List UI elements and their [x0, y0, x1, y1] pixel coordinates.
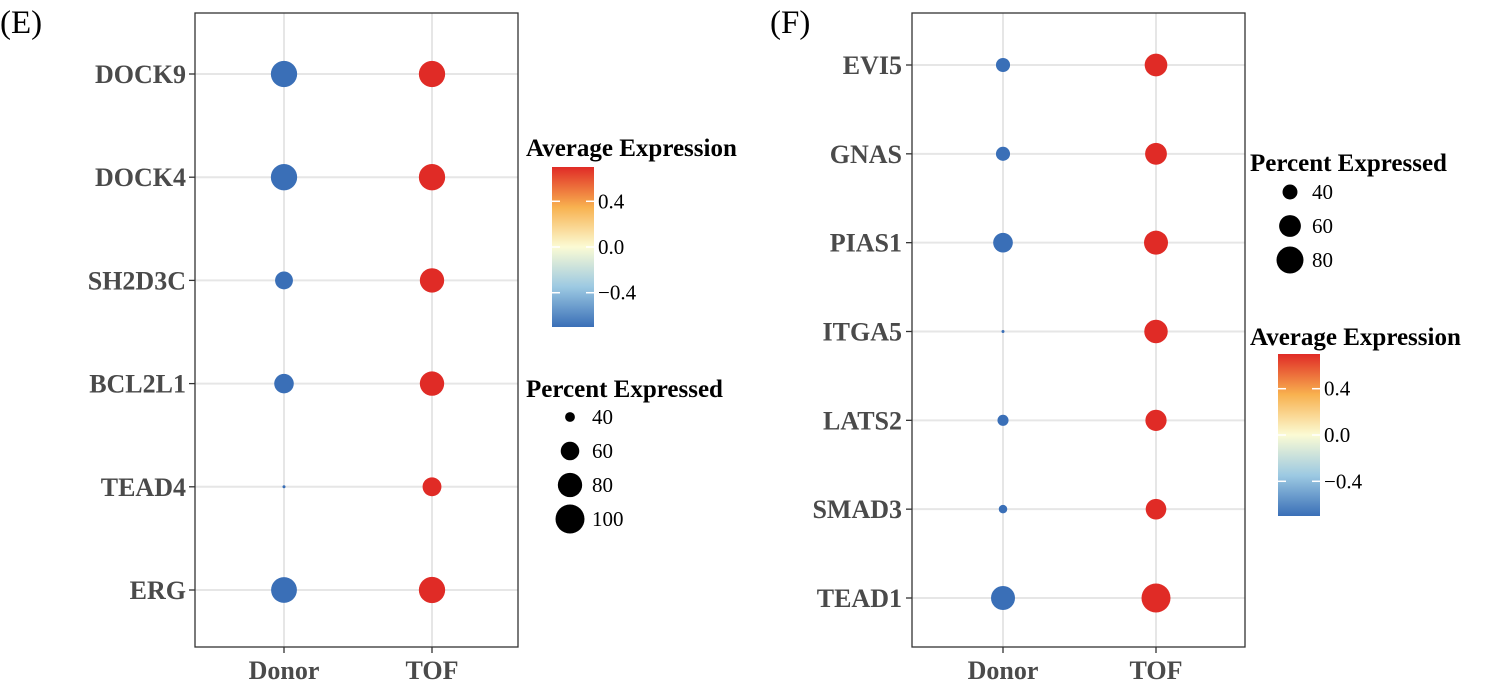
size-legend-label: 60 — [592, 439, 613, 463]
dot-tead4-tof — [422, 477, 442, 497]
dot-pias1-tof — [1144, 230, 1168, 255]
dot-dock9-tof — [418, 60, 446, 88]
color-legend-label: 0.0 — [1324, 423, 1350, 447]
y-tick-label: PIAS1 — [830, 229, 902, 258]
y-tick-label: SH2D3C — [88, 266, 186, 295]
plot-border — [194, 12, 519, 648]
panel-label: (F) — [770, 5, 810, 41]
size-legend-label: 40 — [1312, 180, 1333, 204]
y-tick-label: GNAS — [830, 140, 902, 169]
y-tick-label: ITGA5 — [823, 318, 902, 347]
size-legend-dot — [560, 441, 580, 461]
dot-lats2-donor — [997, 414, 1009, 426]
color-legend-label: −0.4 — [1324, 469, 1363, 493]
size-legend-dot — [1282, 184, 1298, 200]
y-tick-label: DOCK4 — [95, 163, 186, 192]
size-legend-dot — [565, 412, 575, 422]
dot-sh2d3c-tof — [419, 268, 445, 293]
y-tick-label: ERG — [130, 576, 186, 605]
size-legend-label: 80 — [1312, 248, 1333, 272]
y-tick-label: BCL2L1 — [89, 370, 186, 399]
size-legend-dot — [557, 472, 583, 498]
size-legend-title: Percent Expressed — [1250, 150, 1447, 177]
dot-erg-tof — [418, 576, 446, 604]
y-tick-label: TEAD1 — [817, 584, 902, 613]
y-tick-label: EVI5 — [843, 51, 902, 80]
color-legend-title: Average Expression — [526, 135, 737, 162]
dot-lats2-tof — [1145, 409, 1167, 431]
x-tick-label: TOF — [406, 656, 459, 684]
x-tick-label: TOF — [1130, 656, 1183, 684]
size-legend-dot — [555, 504, 585, 534]
y-tick-label: SMAD3 — [812, 495, 902, 524]
dot-tead1-tof — [1141, 583, 1171, 613]
size-legend-label: 100 — [592, 507, 624, 531]
size-legend-title: Percent Expressed — [526, 376, 723, 403]
y-tick-label: TEAD4 — [101, 473, 186, 502]
dot-smad3-donor — [998, 504, 1008, 514]
y-tick-label: DOCK9 — [95, 60, 186, 89]
dot-pias1-donor — [993, 232, 1013, 253]
size-legend-dot — [1279, 215, 1301, 237]
dot-itga5-donor — [1001, 330, 1005, 333]
y-tick-label: LATS2 — [823, 406, 902, 435]
dot-gnas-tof — [1145, 142, 1167, 165]
size-legend-label: 60 — [1312, 214, 1333, 238]
dot-evi5-tof — [1144, 53, 1168, 77]
x-tick-label: Donor — [249, 656, 320, 684]
dot-smad3-tof — [1145, 498, 1167, 520]
dot-evi5-donor — [995, 57, 1011, 73]
x-tick-label: Donor — [968, 656, 1039, 684]
size-legend-label: 40 — [592, 405, 613, 429]
dot-gnas-donor — [995, 146, 1011, 161]
color-legend-label: 0.4 — [1324, 377, 1351, 401]
dot-bcl2l1-tof — [419, 371, 445, 396]
color-legend-title: Average Expression — [1250, 324, 1461, 351]
plot-border — [911, 12, 1246, 648]
dot-dock4-tof — [418, 164, 446, 191]
dot-bcl2l1-donor — [274, 373, 294, 394]
dot-tead1-donor — [991, 586, 1015, 610]
panel-label: (E) — [0, 5, 42, 41]
panel-0: (E) DOCK9 DOCK4 SH2D3C BCL2L1 TEAD4 ERG Donor TO… — [0, 5, 737, 684]
dot-tead4-donor — [282, 485, 286, 489]
dot-erg-donor — [271, 577, 297, 603]
color-legend-label: 0.4 — [598, 189, 625, 213]
plot-area — [195, 13, 518, 647]
dot-sh2d3c-donor — [275, 271, 293, 290]
color-legend-label: 0.0 — [598, 235, 624, 259]
color-legend-label: −0.4 — [598, 281, 637, 305]
dot-dock4-donor — [270, 164, 298, 191]
plot-area — [912, 13, 1245, 647]
size-legend-label: 80 — [592, 473, 613, 497]
panel-1: (F) EVI5 GNAS PIAS1 ITGA5 LATS2 SMAD3 TEAD1 Dono… — [770, 5, 1461, 684]
dot-itga5-tof — [1144, 319, 1168, 344]
size-legend-dot — [1276, 246, 1304, 274]
dot-dock9-donor — [270, 60, 298, 88]
